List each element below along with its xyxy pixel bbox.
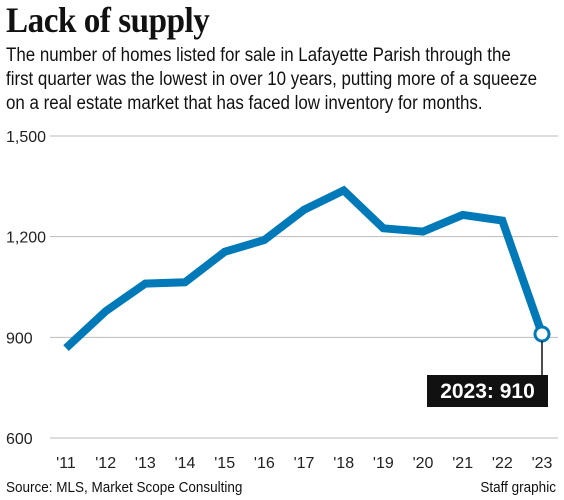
chart-title: Lack of supply (6, 0, 210, 40)
x-tick-label: '18 (333, 455, 354, 472)
callout-box (427, 375, 548, 407)
x-tick-label: '12 (95, 455, 116, 472)
x-tick-label: '19 (373, 455, 394, 472)
x-tick-label: '13 (135, 455, 156, 472)
x-tick-label: '22 (492, 455, 513, 472)
staff-credit: Staff graphic (480, 479, 556, 496)
x-tick-label: '15 (214, 455, 235, 472)
source-note: Source: MLS, Market Scope Consulting (6, 479, 243, 496)
x-tick-label: '23 (532, 455, 553, 472)
y-tick-label: 600 (6, 431, 33, 448)
x-tick-label: '16 (254, 455, 275, 472)
series-line (63, 185, 546, 352)
x-tick-label: '17 (294, 455, 315, 472)
highlight-point (533, 325, 551, 343)
y-tick-label: 900 (6, 330, 33, 347)
x-tick-label: '21 (452, 455, 473, 472)
x-tick-label: '14 (175, 455, 196, 472)
y-tick-label: 1,200 (6, 230, 46, 247)
x-tick-label: '20 (413, 455, 434, 472)
chart-subtitle: The number of homes listed for sale in L… (6, 45, 538, 114)
callout-label: 2023: 910 (440, 380, 535, 403)
x-tick-label: '11 (56, 455, 76, 472)
y-tick-label: 1,500 (6, 129, 46, 146)
